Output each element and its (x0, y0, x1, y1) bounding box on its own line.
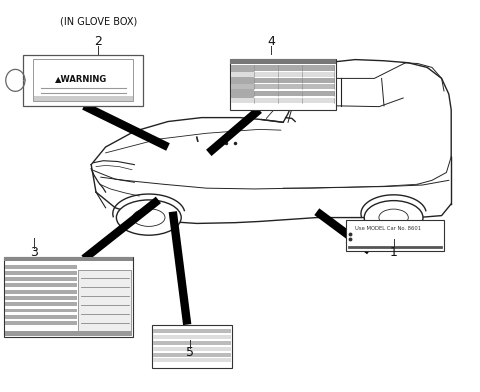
Bar (153, 358, 231, 362)
Bar (152, 325, 232, 368)
Bar (153, 335, 231, 339)
Bar (231, 98, 335, 103)
Bar (153, 347, 231, 351)
Text: 2: 2 (95, 34, 102, 48)
Bar (346, 220, 444, 251)
Bar (5, 265, 77, 269)
Bar (5, 302, 77, 306)
Ellipse shape (132, 209, 165, 227)
Bar (231, 78, 335, 83)
Bar (231, 91, 335, 96)
Text: 5: 5 (186, 346, 193, 359)
Bar (231, 72, 335, 77)
Bar (23, 55, 143, 106)
Text: 1: 1 (390, 246, 397, 260)
Ellipse shape (364, 201, 423, 234)
Bar (34, 96, 133, 101)
Bar (231, 65, 335, 71)
Bar (5, 321, 77, 325)
Bar (153, 353, 231, 357)
Ellipse shape (117, 200, 181, 235)
Bar (5, 315, 77, 319)
Bar (5, 290, 77, 294)
Bar (4, 257, 133, 337)
Text: (IN GLOVE BOX): (IN GLOVE BOX) (60, 16, 137, 27)
Bar (230, 59, 336, 64)
Bar (5, 296, 77, 300)
Bar (4, 257, 133, 261)
Ellipse shape (379, 209, 408, 226)
Bar (5, 309, 77, 312)
Bar (78, 270, 131, 331)
Bar (5, 331, 132, 336)
Bar (5, 277, 77, 281)
Bar (153, 341, 231, 345)
Bar (153, 329, 231, 333)
Bar (231, 65, 254, 103)
Text: 4: 4 (267, 34, 275, 48)
Bar (5, 283, 77, 287)
Text: 3: 3 (30, 246, 37, 260)
Bar (5, 271, 77, 275)
Bar (33, 59, 133, 101)
Bar (230, 59, 336, 110)
Bar (231, 84, 335, 89)
Text: ▲WARNING: ▲WARNING (55, 74, 107, 83)
Text: Use MODEL Car No. 8601: Use MODEL Car No. 8601 (355, 226, 421, 230)
